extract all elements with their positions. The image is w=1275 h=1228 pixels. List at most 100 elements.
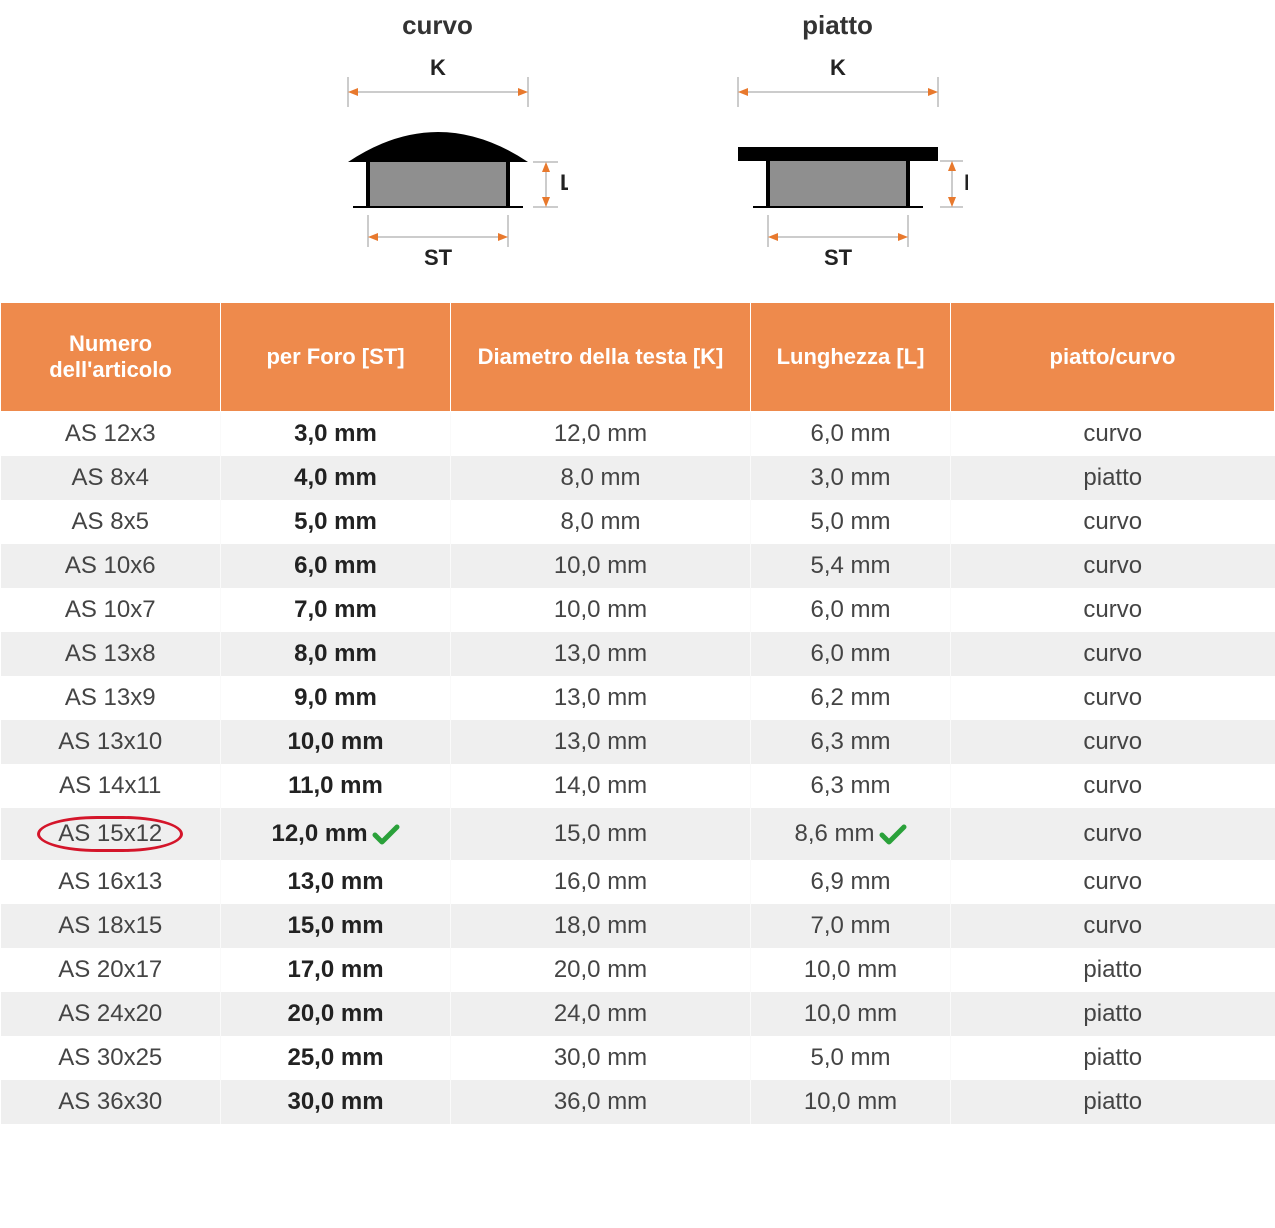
cell-article: AS 36x30	[1, 1080, 221, 1124]
cell-type: piatto	[951, 992, 1275, 1036]
table-row: AS 24x2020,0 mm24,0 mm10,0 mmpiatto	[1, 992, 1275, 1036]
cell-st: 15,0 mm	[221, 904, 451, 948]
table-row: AS 13x88,0 mm13,0 mm6,0 mmcurvo	[1, 632, 1275, 676]
cell-st: 8,0 mm	[221, 632, 451, 676]
cell-k: 20,0 mm	[451, 948, 751, 992]
table-row: AS 18x1515,0 mm18,0 mm7,0 mmcurvo	[1, 904, 1275, 948]
cell-type: curvo	[951, 808, 1275, 860]
cell-st: 30,0 mm	[221, 1080, 451, 1124]
table-row: AS 36x3030,0 mm36,0 mm10,0 mmpiatto	[1, 1080, 1275, 1124]
cell-article: AS 13x10	[1, 720, 221, 764]
cell-k: 13,0 mm	[451, 720, 751, 764]
table-row: AS 8x55,0 mm8,0 mm5,0 mmcurvo	[1, 500, 1275, 544]
cell-l: 6,0 mm	[751, 412, 951, 457]
cell-type: curvo	[951, 500, 1275, 544]
cell-k: 8,0 mm	[451, 500, 751, 544]
table-row: AS 15x12 12,0 mm15,0 mm8,6 mmcurvo	[1, 808, 1275, 860]
cell-k: 13,0 mm	[451, 676, 751, 720]
cell-st: 13,0 mm	[221, 860, 451, 904]
cell-st: 9,0 mm	[221, 676, 451, 720]
header-article: Numero dell'articolo	[1, 303, 221, 412]
cell-type: curvo	[951, 860, 1275, 904]
header-type: piatto/curvo	[951, 303, 1275, 412]
cell-k: 10,0 mm	[451, 544, 751, 588]
cell-st: 6,0 mm	[221, 544, 451, 588]
cell-k: 14,0 mm	[451, 764, 751, 808]
cell-type: curvo	[951, 588, 1275, 632]
cell-k: 24,0 mm	[451, 992, 751, 1036]
cell-article: AS 15x12	[1, 808, 221, 860]
cell-k: 8,0 mm	[451, 456, 751, 500]
cell-st: 20,0 mm	[221, 992, 451, 1036]
cell-l: 10,0 mm	[751, 1080, 951, 1124]
cell-st: 11,0 mm	[221, 764, 451, 808]
label-k-piatto: K	[830, 55, 846, 80]
table-body: AS 12x33,0 mm12,0 mm6,0 mmcurvoAS 8x44,0…	[1, 412, 1275, 1125]
cell-article: AS 14x11	[1, 764, 221, 808]
cell-type: curvo	[951, 412, 1275, 457]
cell-type: piatto	[951, 948, 1275, 992]
cell-article: AS 18x15	[1, 904, 221, 948]
table-row: AS 16x1313,0 mm16,0 mm6,9 mmcurvo	[1, 860, 1275, 904]
cell-l: 6,2 mm	[751, 676, 951, 720]
diagram-curvo: curvo K L	[308, 10, 568, 282]
cell-k: 30,0 mm	[451, 1036, 751, 1080]
cell-st: 4,0 mm	[221, 456, 451, 500]
cell-l: 5,4 mm	[751, 544, 951, 588]
cell-article: AS 30x25	[1, 1036, 221, 1080]
header-st: per Foro [ST]	[221, 303, 451, 412]
header-k: Diametro della testa [K]	[451, 303, 751, 412]
diagrams-row: curvo K L	[0, 0, 1275, 302]
table-row: AS 13x1010,0 mm13,0 mm6,3 mmcurvo	[1, 720, 1275, 764]
diagram-piatto-title: piatto	[708, 10, 968, 41]
cell-l: 8,6 mm	[751, 808, 951, 860]
cell-l: 10,0 mm	[751, 992, 951, 1036]
cell-type: curvo	[951, 632, 1275, 676]
spec-table: Numero dell'articolo per Foro [ST] Diame…	[0, 302, 1275, 1124]
table-row: AS 14x1111,0 mm14,0 mm6,3 mmcurvo	[1, 764, 1275, 808]
cell-l: 6,0 mm	[751, 588, 951, 632]
label-k-curvo: K	[430, 55, 446, 80]
cell-k: 18,0 mm	[451, 904, 751, 948]
cell-l: 5,0 mm	[751, 1036, 951, 1080]
header-l: Lunghezza [L]	[751, 303, 951, 412]
check-icon	[875, 820, 907, 847]
label-st-piatto: ST	[823, 245, 852, 270]
highlight-circle: AS 15x12	[37, 816, 183, 852]
cell-l: 6,9 mm	[751, 860, 951, 904]
cell-article: AS 20x17	[1, 948, 221, 992]
cell-l: 7,0 mm	[751, 904, 951, 948]
diagram-curvo-title: curvo	[308, 10, 568, 41]
cell-article: AS 10x6	[1, 544, 221, 588]
cell-l: 6,3 mm	[751, 720, 951, 764]
cell-l: 6,0 mm	[751, 632, 951, 676]
cell-k: 15,0 mm	[451, 808, 751, 860]
table-row: AS 20x1717,0 mm20,0 mm10,0 mmpiatto	[1, 948, 1275, 992]
cell-type: curvo	[951, 764, 1275, 808]
cell-l: 5,0 mm	[751, 500, 951, 544]
table-row: AS 12x33,0 mm12,0 mm6,0 mmcurvo	[1, 412, 1275, 457]
cell-type: piatto	[951, 1036, 1275, 1080]
table-header-row: Numero dell'articolo per Foro [ST] Diame…	[1, 303, 1275, 412]
cell-article: AS 8x5	[1, 500, 221, 544]
table-row: AS 13x99,0 mm13,0 mm6,2 mmcurvo	[1, 676, 1275, 720]
cell-st: 3,0 mm	[221, 412, 451, 457]
cell-k: 12,0 mm	[451, 412, 751, 457]
cell-st: 12,0 mm	[221, 808, 451, 860]
cell-st: 17,0 mm	[221, 948, 451, 992]
cell-st: 10,0 mm	[221, 720, 451, 764]
cell-type: curvo	[951, 676, 1275, 720]
cell-article: AS 13x9	[1, 676, 221, 720]
cell-type: curvo	[951, 544, 1275, 588]
cell-type: piatto	[951, 456, 1275, 500]
check-icon	[368, 820, 400, 847]
cell-l: 3,0 mm	[751, 456, 951, 500]
cell-article: AS 12x3	[1, 412, 221, 457]
cell-article: AS 16x13	[1, 860, 221, 904]
cell-st: 25,0 mm	[221, 1036, 451, 1080]
cell-type: curvo	[951, 904, 1275, 948]
cell-article: AS 10x7	[1, 588, 221, 632]
diagram-piatto-svg: K L ST	[708, 47, 968, 277]
cell-type: curvo	[951, 720, 1275, 764]
cell-k: 13,0 mm	[451, 632, 751, 676]
